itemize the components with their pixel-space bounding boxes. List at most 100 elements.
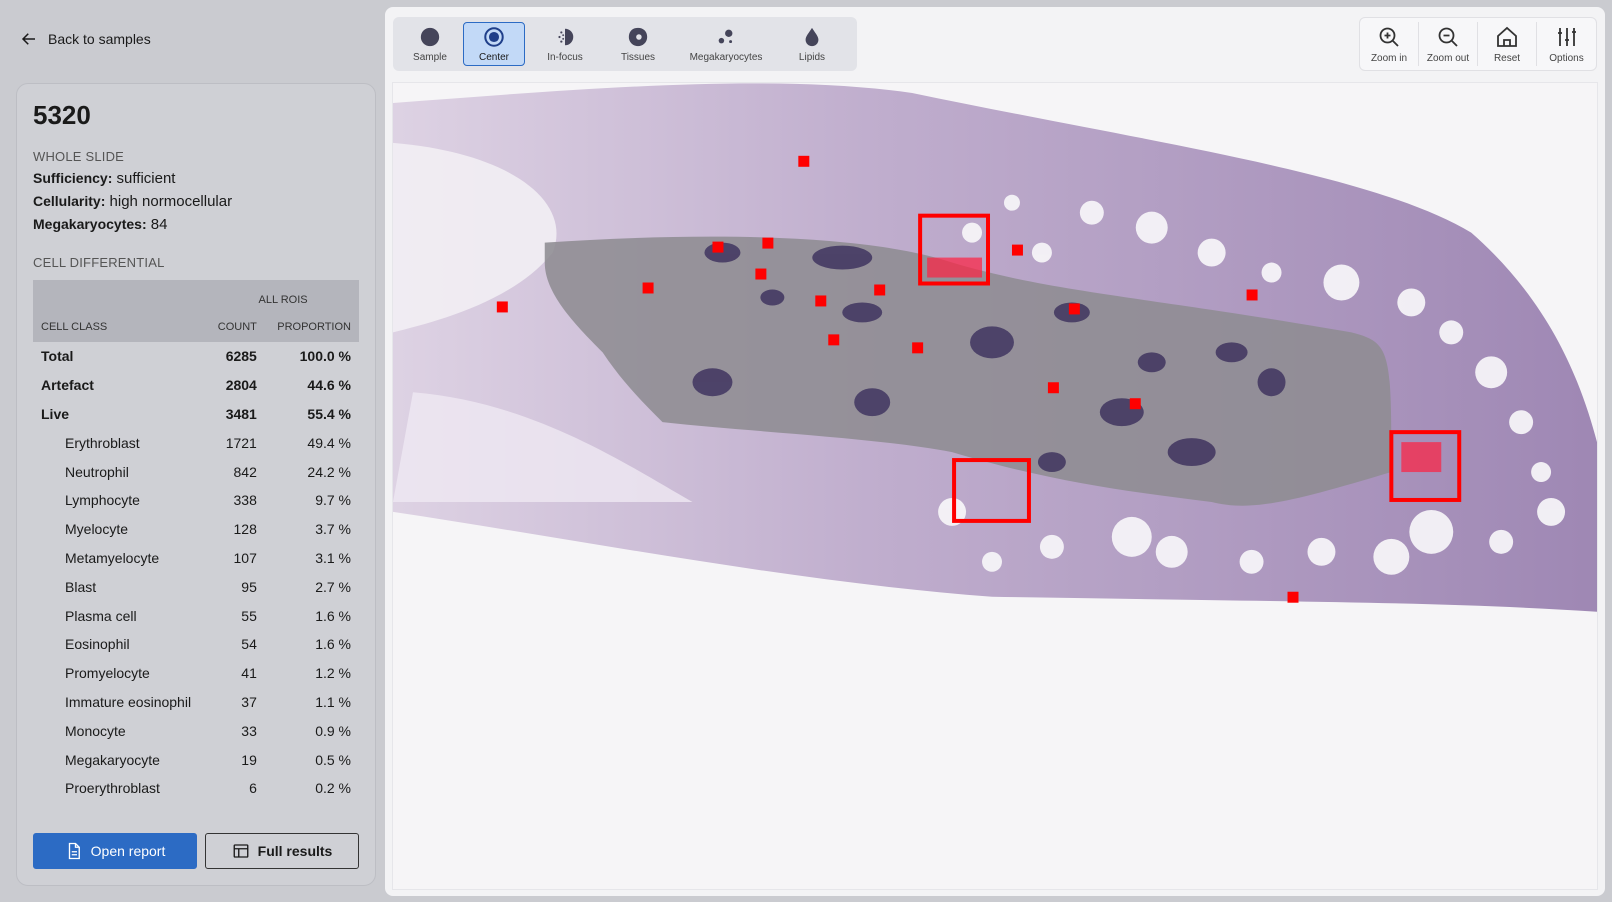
cell-count: 338 [233, 492, 257, 509]
proportion-header: PROPORTION [277, 321, 351, 333]
sufficiency-label: Sufficiency: [33, 170, 113, 186]
options-label: Options [1549, 52, 1584, 64]
cell-class-name: Live [41, 405, 70, 422]
cell-count: 55 [241, 607, 257, 624]
home-icon [1497, 26, 1517, 47]
target-circle-icon [484, 26, 504, 47]
sample-id: 5320 [33, 100, 91, 130]
cell-class-name: Lymphocyte [65, 492, 140, 509]
cell-class-name: Total [41, 348, 74, 365]
sample-summary-panel: 5320 WHOLE SLIDE Sufficiency: sufficient… [16, 83, 376, 886]
cell-class-name: Promyelocyte [65, 665, 150, 682]
zoom-toolbar: Zoom in Zoom out Reset Options [1359, 17, 1597, 71]
tool-label: Lipids [798, 51, 826, 63]
megakaryocytes-value: 84 [150, 216, 168, 233]
cell-class-name: Megakaryocyte [65, 751, 160, 768]
cell-class-name: Neutrophil [65, 463, 129, 480]
cell-class-name: Artefact [41, 377, 94, 394]
sufficiency-value: sufficient [116, 170, 176, 187]
options-button[interactable]: Options [1537, 22, 1596, 66]
tool-label: Center [478, 51, 509, 63]
cell-proportion: 3.1 % [315, 549, 351, 566]
slide-canvas[interactable] [392, 82, 1598, 890]
tool-center[interactable]: Center [463, 22, 525, 66]
cell-class-name: Immature eosinophil [65, 693, 192, 710]
cell-proportion: 1.6 % [315, 607, 351, 624]
cell-proportion: 24.2 % [307, 463, 351, 480]
layer-toolbar: Sample Center In-focus Tissues Megakaryo… [393, 17, 857, 71]
filled-circle-icon [420, 27, 440, 46]
tool-label: Megakaryocytes [689, 51, 763, 63]
zoom-out-button[interactable]: Zoom out [1419, 22, 1478, 66]
sliders-icon [1557, 27, 1576, 46]
count-header: COUNT [217, 321, 257, 333]
tool-lipids[interactable]: Lipids [781, 22, 843, 66]
smear-streak [393, 392, 693, 502]
open-report-button[interactable]: Open report [33, 833, 197, 869]
tool-sample[interactable]: Sample [397, 22, 463, 66]
open-report-label: Open report [90, 843, 166, 859]
cellularity-value: high normocellular [109, 193, 233, 210]
table-row: Myelocyte 128 3.7 % [33, 515, 359, 544]
megakaryocytes-label: Megakaryocytes: [33, 216, 147, 232]
full-results-button[interactable]: Full results [205, 833, 359, 869]
cell-differential-heading: CELL DIFFERENTIAL [33, 255, 165, 270]
cell-count: 95 [241, 578, 257, 595]
header-spacer [33, 280, 207, 312]
cell-count: 842 [233, 463, 257, 480]
whole-slide-heading: WHOLE SLIDE [33, 149, 125, 164]
table-row: Artefact 2804 44.6 % [33, 371, 359, 400]
tissue-icon [628, 27, 648, 46]
cell-proportion: 1.6 % [315, 636, 351, 653]
cell-count: 3481 [225, 405, 257, 422]
reset-label: Reset [1493, 52, 1521, 64]
cell-class-name: Erythroblast [65, 434, 140, 451]
roi-box [952, 458, 1031, 523]
table-row: Megakaryocyte 19 0.5 % [33, 745, 359, 774]
cell-proportion: 0.2 % [315, 780, 351, 797]
reset-button[interactable]: Reset [1478, 22, 1537, 66]
zoom-in-button[interactable]: Zoom in [1360, 22, 1419, 66]
table-row: Blast 95 2.7 % [33, 572, 359, 601]
cell-proportion: 0.9 % [315, 722, 351, 739]
table-row: Live 3481 55.4 % [33, 400, 359, 429]
cell-count: 128 [233, 521, 257, 538]
cell-count: 41 [241, 665, 257, 682]
tool-in-focus[interactable]: In-focus [525, 22, 605, 66]
cell-class-name: Metamyelocyte [65, 549, 160, 566]
cell-proportion: 100.0 % [299, 348, 351, 365]
arrow-left-icon [21, 33, 35, 45]
cell-count: 2804 [225, 377, 257, 394]
roi-box [1389, 430, 1462, 502]
cell-proportion: 44.6 % [307, 377, 351, 394]
cell-differential-table: ALL ROIS CELL CLASS COUNT PROPORTION Tot… [33, 280, 359, 803]
slide-image [393, 83, 1597, 612]
cell-count: 6285 [225, 348, 257, 365]
table-row: Neutrophil 842 24.2 % [33, 457, 359, 486]
cell-proportion: 9.7 % [315, 492, 351, 509]
back-to-samples-link[interactable]: Back to samples [20, 30, 151, 48]
document-icon [68, 842, 80, 860]
table-row: Plasma cell 55 1.6 % [33, 601, 359, 630]
cell-count: 19 [241, 751, 257, 768]
slide-viewer: Sample Center In-focus Tissues Megakaryo… [385, 7, 1605, 896]
table-row: Immature eosinophil 37 1.1 % [33, 688, 359, 717]
cell-class-name: Plasma cell [65, 607, 137, 624]
cell-class-name: Monocyte [65, 722, 126, 739]
cell-class-name: Eosinophil [65, 636, 130, 653]
tool-tissues[interactable]: Tissues [605, 22, 671, 66]
tool-label: Tissues [620, 51, 656, 63]
full-results-label: Full results [257, 843, 333, 859]
tool-label: In-focus [547, 51, 583, 63]
cell-proportion: 2.7 % [315, 578, 351, 595]
cell-class-name: Myelocyte [65, 521, 129, 538]
sufficiency-row: Sufficiency: sufficient [33, 170, 359, 187]
cellularity-label: Cellularity: [33, 193, 106, 209]
cellularity-row: Cellularity: high normocellular [33, 193, 359, 210]
table-icon [233, 844, 249, 858]
tool-megakaryocytes[interactable]: Megakaryocytes [671, 22, 781, 66]
cell-proportion: 1.2 % [315, 665, 351, 682]
zoom-in-icon [1379, 27, 1399, 47]
all-rois-header: ALL ROIS [258, 294, 308, 306]
cell-class-header: CELL CLASS [41, 321, 108, 333]
